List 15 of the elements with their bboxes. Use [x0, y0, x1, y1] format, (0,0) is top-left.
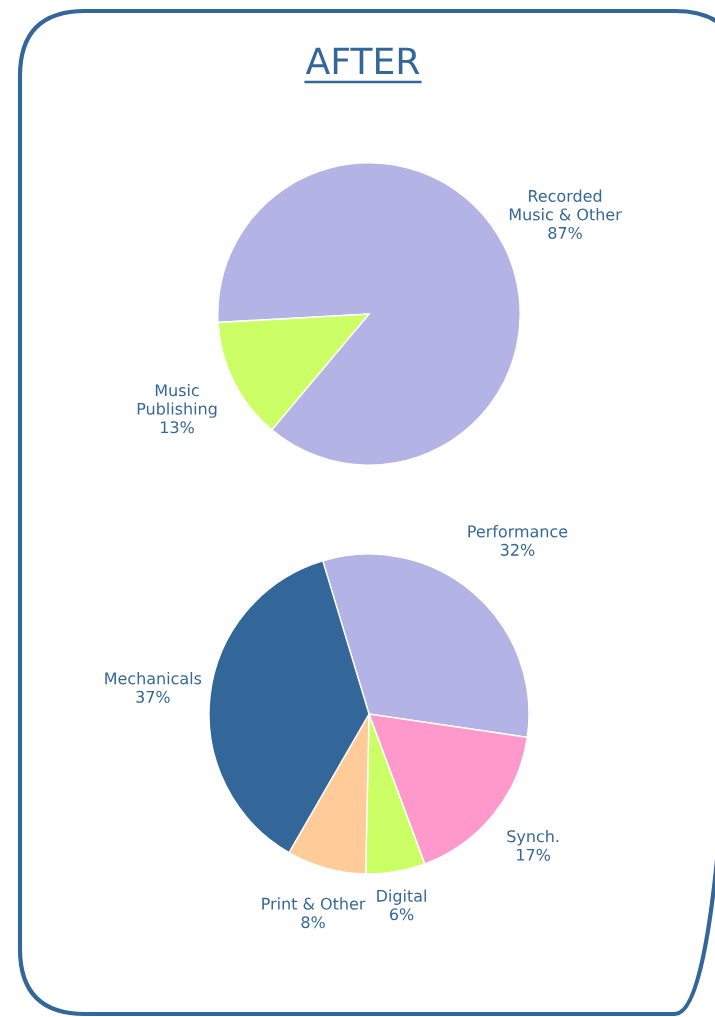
- data-label: 17%: [517, 848, 550, 861]
- slice-label: Print & Other: [262, 897, 366, 910]
- slice-label: Music Publishing: [137, 383, 217, 418]
- slice-label: Synch.: [507, 829, 559, 846]
- slice-label: Digital: [377, 889, 426, 905]
- data-label: 6%: [390, 908, 414, 921]
- chart-title: AFTER: [305, 47, 420, 74]
- data-label: 13%: [161, 421, 194, 434]
- slice-label: Performance: [468, 525, 568, 538]
- data-label: 32%: [500, 543, 535, 556]
- slice-label: Mechanicals: [105, 672, 202, 685]
- data-label: 87%: [548, 226, 582, 239]
- data-label: 37%: [136, 690, 170, 703]
- slice-label: Recorded Music & Other: [509, 189, 622, 221]
- data-label: 8%: [301, 916, 325, 929]
